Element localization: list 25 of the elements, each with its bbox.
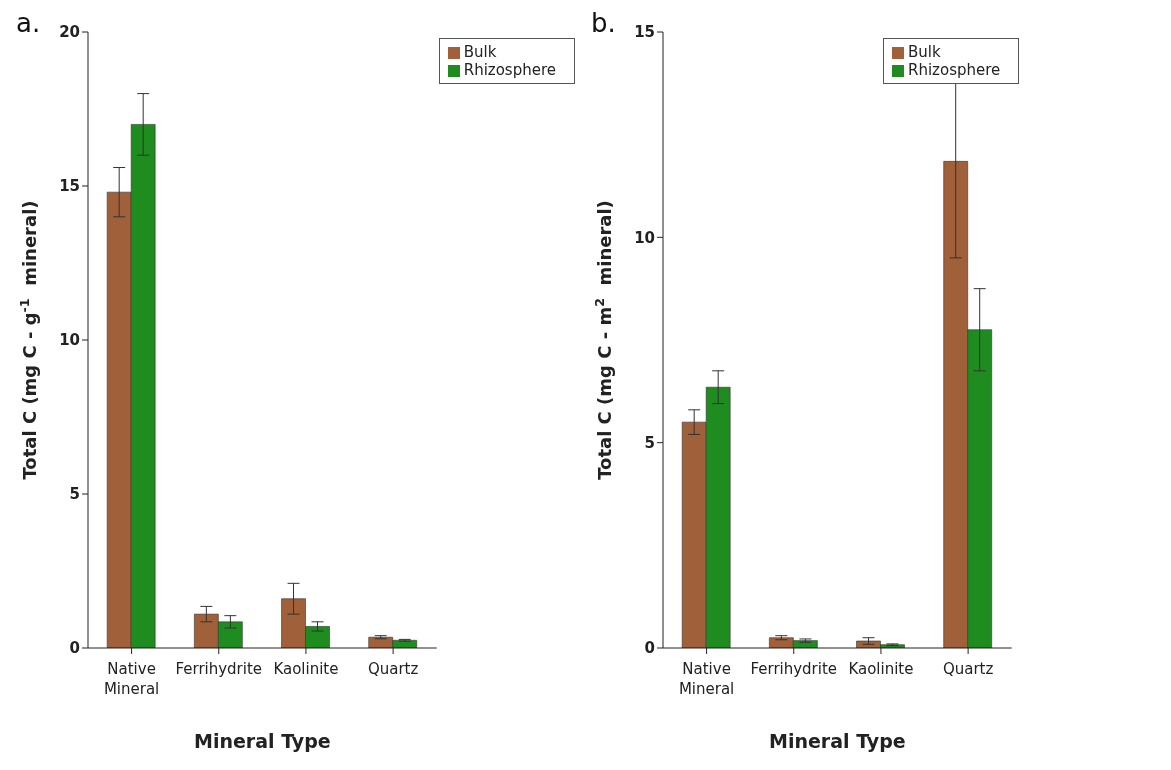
y-tick-label: 0 bbox=[644, 639, 655, 658]
x-tick-label: Native Mineral bbox=[678, 660, 735, 698]
y-tick-label: 10 bbox=[59, 331, 80, 350]
x-tick-label: Ferrihydrite bbox=[750, 660, 838, 678]
y-tick-label: 15 bbox=[634, 23, 655, 42]
x-axis-title: Mineral Type bbox=[193, 730, 331, 752]
legend-label: Bulk bbox=[908, 43, 941, 61]
x-tick-label: Kaolinite bbox=[848, 660, 914, 678]
chart-title: b. bbox=[591, 8, 616, 38]
y-tick-label: 20 bbox=[59, 23, 80, 42]
x-tick-label: Kaolinite bbox=[273, 660, 339, 678]
x-tick-label: Quartz bbox=[367, 660, 419, 678]
legend-label: Rhizosphere bbox=[463, 61, 556, 79]
legend-label: Bulk bbox=[463, 43, 497, 61]
y-tick-label: 10 bbox=[634, 228, 655, 247]
x-tick-label: Quartz bbox=[942, 660, 994, 678]
x-axis-title: Mineral Type bbox=[768, 730, 906, 752]
chart-title: a. bbox=[16, 8, 41, 38]
x-tick-label: Ferrihydrite bbox=[175, 660, 263, 678]
y-tick-label: 5 bbox=[69, 485, 80, 504]
y-tick-label: 5 bbox=[644, 433, 655, 452]
y-tick-label: 15 bbox=[59, 177, 80, 196]
y-tick-label: 0 bbox=[69, 639, 80, 658]
legend-label: Rhizosphere bbox=[908, 61, 1001, 79]
x-tick-label: Native Mineral bbox=[103, 660, 160, 698]
